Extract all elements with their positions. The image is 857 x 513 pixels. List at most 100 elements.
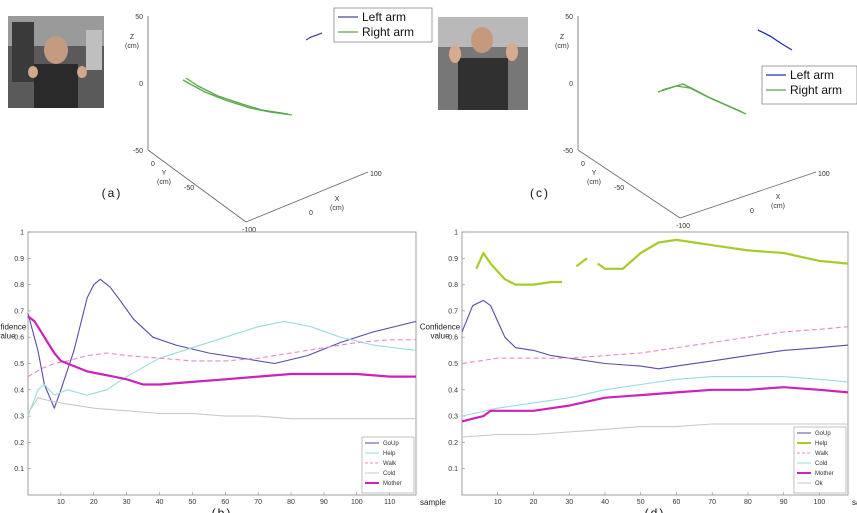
- series-line-walk: [461, 326, 849, 365]
- x-axis: [679, 171, 817, 219]
- legend-label-right-arm: Right arm: [362, 25, 414, 39]
- x-tick-label: 40: [156, 499, 164, 506]
- y-tick-label: 0.7: [448, 308, 458, 315]
- legend-label-goup: GoUp: [815, 431, 831, 437]
- x-tick-label: 0: [309, 210, 313, 217]
- y-tick-label: 1: [454, 230, 458, 237]
- y-tick-label: 0.3: [448, 414, 458, 421]
- x-tick-label: 60: [221, 499, 229, 506]
- series-line-help: [475, 238, 849, 286]
- x-tick-label: 10: [494, 499, 502, 506]
- legend-label-goup: GoUp: [383, 441, 399, 447]
- panel-label: (d): [645, 506, 666, 513]
- x-tick-label: 100: [818, 171, 830, 178]
- x-tick-label: 100: [370, 171, 382, 178]
- y-tick-label: 0.8: [448, 282, 458, 289]
- y-axis: [577, 149, 681, 219]
- y-tick-label: 0: [581, 161, 585, 168]
- z-tick-label: 0: [569, 81, 573, 88]
- y-tick-label: 0.2: [14, 440, 24, 447]
- x-axis: [245, 171, 369, 223]
- legend-label-help: Help: [383, 451, 396, 457]
- y-tick-label: 0.3: [14, 414, 24, 421]
- z-tick-label: 0: [139, 81, 143, 88]
- y-tick-label: 0.5: [14, 361, 24, 368]
- plot-3d-a: 50 0 -50 Z (cm) 0 -50 Y (cm) 100 0 -100 X (cm) (a) Left…: [102, 7, 433, 234]
- y-tick-label: -50: [184, 185, 194, 192]
- legend-box: [761, 65, 857, 105]
- y-tick-label: 0.9: [448, 256, 458, 263]
- y-tick-label: 0.2: [448, 440, 458, 447]
- trajectory-left-arm: [757, 29, 793, 51]
- x-tick-label: 90: [780, 499, 788, 506]
- legend-label-ok: Ok: [815, 481, 824, 487]
- trajectory-right-arm: [657, 83, 747, 115]
- y-tick-label: 0: [151, 161, 155, 168]
- y-tick-label: 0.1: [14, 466, 24, 473]
- trajectory-right-arm: [661, 85, 743, 113]
- x-tick-label: 90: [320, 499, 328, 506]
- x-tick-label: 30: [123, 499, 131, 506]
- legend-label-right-arm: Right arm: [790, 83, 842, 97]
- y-axis-label: Y (cm): [157, 170, 171, 186]
- plot-confidence-d: 0.1 0.2 0.3 0.4 0.5 0.6 0.7 0.8 0.9 1 10 20 30 40 50 60…: [420, 230, 857, 513]
- z-axis-label: Z (cm): [125, 34, 139, 50]
- y-tick-label: 0.4: [448, 387, 458, 394]
- x-tick-label: 100: [814, 499, 826, 506]
- series-line-cold: [27, 397, 416, 420]
- legend-label-walk: Walk: [383, 461, 397, 467]
- y-tick-label: 1: [20, 230, 24, 237]
- legend-label-left-arm: Left arm: [362, 10, 406, 24]
- axes-frame: [27, 231, 417, 496]
- x-tick-label: 10: [57, 499, 65, 506]
- series-line-walk: [27, 339, 416, 378]
- legend-box: [333, 7, 433, 43]
- trajectory-left-arm: [305, 32, 323, 41]
- y-tick-label: 0.6: [14, 335, 24, 342]
- trajectory-right-arm: [182, 79, 293, 116]
- trajectory-right-arm: [185, 77, 289, 115]
- panel-label: (b): [212, 506, 233, 513]
- x-tick-label: 40: [601, 499, 609, 506]
- x-tick-label: 20: [90, 499, 98, 506]
- z-tick-label: 50: [135, 14, 143, 21]
- legend-box: [793, 426, 847, 494]
- x-tick-label: 100: [351, 499, 363, 506]
- z-axis-label: Z (cm): [555, 34, 569, 50]
- x-axis-label: sample: [420, 498, 446, 507]
- x-tick-label: 80: [287, 499, 295, 506]
- x-tick-label: 60: [673, 499, 681, 506]
- x-tick-label: 0: [750, 208, 754, 215]
- legend-label-cold: Cold: [815, 461, 827, 467]
- y-tick-label: 0.7: [14, 308, 24, 315]
- y-axis-label: Y (cm): [587, 170, 601, 186]
- y-tick-label: 0.6: [448, 335, 458, 342]
- series-line-mother: [27, 315, 416, 386]
- y-tick-label: 0.9: [14, 256, 24, 263]
- x-tick-label: 70: [708, 499, 716, 506]
- z-tick-label: 50: [565, 14, 573, 21]
- series-line-help: [27, 320, 417, 417]
- x-axis-label: sample: [852, 498, 857, 507]
- y-axis: [147, 149, 247, 223]
- z-tick-label: -50: [133, 148, 143, 155]
- legend-label-walk: Walk: [815, 451, 829, 457]
- y-tick-label: 0.4: [14, 387, 24, 394]
- x-tick-label: 30: [565, 499, 573, 506]
- legend-label-cold: Cold: [383, 471, 395, 477]
- x-tick-label: 50: [637, 499, 645, 506]
- y-tick-label: -50: [614, 185, 624, 192]
- video-frame-c: [438, 17, 528, 110]
- series-line-goup: [27, 278, 417, 409]
- series-line-mother: [461, 386, 849, 423]
- legend-label-help: Help: [815, 441, 828, 447]
- series-line-cold: [461, 376, 849, 417]
- x-tick-label: -100: [676, 223, 690, 230]
- y-tick-label: 0.8: [14, 282, 24, 289]
- legend-label-mother: Mother: [815, 471, 834, 477]
- y-tick-label: 0.5: [448, 361, 458, 368]
